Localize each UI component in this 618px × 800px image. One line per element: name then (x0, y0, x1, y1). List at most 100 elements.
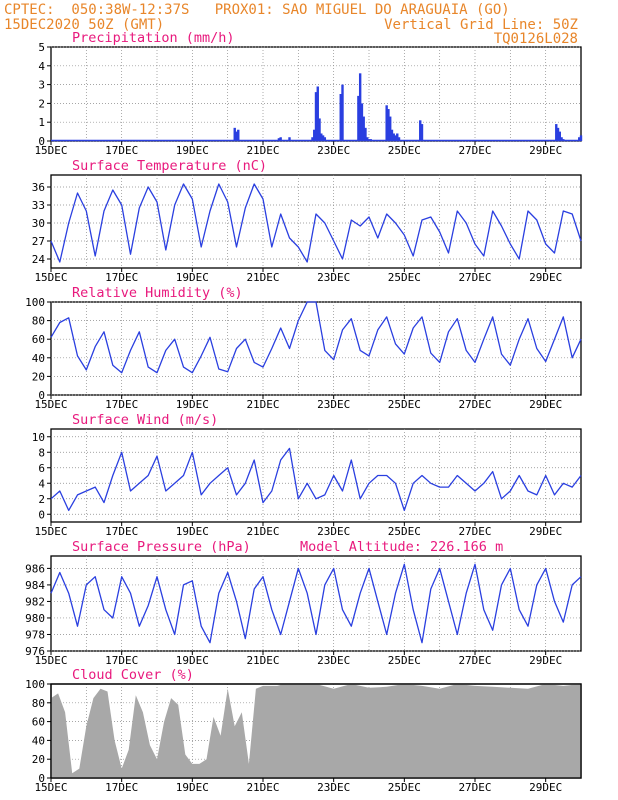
precip-bar (390, 129, 394, 141)
pres-ytick-label: 976 (25, 645, 45, 658)
rh-ytick-label: 0 (38, 389, 45, 402)
cloud-xtick-label: 17DEC (105, 781, 138, 794)
wind-xtick-label: 27DEC (458, 525, 491, 538)
precip-xtick-label: 29DEC (529, 144, 562, 157)
rh-ytick-label: 60 (32, 333, 45, 346)
pres-xtick-label: 15DEC (34, 654, 67, 667)
precip-xtick-label: 21DEC (246, 144, 279, 157)
cloud-xtick-label: 15DEC (34, 781, 67, 794)
wind-xtick-label: 23DEC (317, 525, 350, 538)
precip-ytick-label: 3 (38, 79, 45, 92)
pres-series-line (50, 563, 582, 644)
precip-xtick-label: 25DEC (388, 144, 421, 157)
wind-series-line (50, 447, 582, 512)
pres-annotation: Model Altitude: 226.166 m (300, 539, 503, 555)
precip-bar (558, 131, 561, 141)
header-date: 15DEC2020 50Z (GMT) (4, 17, 165, 33)
precip-bar (364, 127, 367, 141)
pres-ytick-label: 978 (25, 628, 45, 641)
precip-bar (579, 135, 583, 141)
rh-xtick-label: 25DEC (388, 398, 421, 411)
cloud-ytick-label: 20 (32, 753, 45, 766)
header-code: TQ0126L028 (493, 31, 578, 47)
cloud-ytick-label: 40 (32, 734, 45, 747)
precip-bar (555, 124, 558, 141)
temp-xtick-label: 15DEC (34, 271, 67, 284)
rh-ytick-label: 20 (32, 370, 45, 383)
precip-ytick-label: 0 (38, 135, 45, 148)
pres-xtick-label: 17DEC (105, 654, 138, 667)
temp-xtick-label: 21DEC (246, 271, 279, 284)
rh-ytick-label: 80 (32, 315, 45, 328)
precip-bar (578, 137, 581, 141)
cloud-xtick-label: 19DEC (176, 781, 209, 794)
precip-bar (233, 127, 236, 141)
precip-bar (279, 137, 282, 141)
pres-xtick-label: 27DEC (458, 654, 491, 667)
pres-ytick-label: 984 (25, 579, 45, 592)
precip-bar (396, 133, 399, 141)
precip-title: Precipitation (mm/h) (72, 30, 235, 46)
pres-title: Surface Pressure (hPa) (72, 539, 251, 555)
pres-xtick-label: 19DEC (176, 654, 209, 667)
rh-xtick-label: 27DEC (458, 398, 491, 411)
precip-bar (341, 84, 344, 141)
precip-bar (358, 73, 362, 141)
rh-title: Relative Humidity (%) (72, 285, 243, 301)
wind-ytick-label: 8 (38, 446, 45, 459)
rh-xtick-label: 15DEC (34, 398, 67, 411)
precip-bar (419, 120, 422, 141)
precip-bar (397, 137, 401, 141)
precip-bar (237, 129, 240, 141)
precip-xtick-label: 23DEC (317, 144, 350, 157)
precip-xtick-label: 27DEC (458, 144, 491, 157)
wind-xtick-label: 17DEC (105, 525, 138, 538)
precip-bar (314, 92, 318, 141)
precip-bar (560, 137, 563, 141)
pres-ytick-label: 986 (25, 562, 45, 575)
cloud-ytick-label: 100 (25, 678, 45, 691)
cloud-xtick-label: 23DEC (317, 781, 350, 794)
precip-xtick-label: 19DEC (176, 144, 209, 157)
pres-frame (50, 555, 582, 652)
temp-ytick-label: 24 (32, 253, 46, 266)
pres-ytick-label: 982 (25, 595, 45, 608)
temp-xtick-label: 29DEC (529, 271, 562, 284)
precip-xtick-label: 17DEC (105, 144, 138, 157)
precip-ytick-label: 5 (38, 41, 45, 54)
wind-ytick-label: 10 (32, 431, 45, 444)
temp-xtick-label: 27DEC (458, 271, 491, 284)
precip-bar (311, 137, 314, 141)
cloud-ytick-label: 60 (32, 716, 45, 729)
wind-ytick-label: 2 (38, 493, 45, 506)
wind-xtick-label: 19DEC (176, 525, 209, 538)
precip-bar (318, 118, 321, 141)
header-grid: Vertical Grid Line: 50Z (384, 17, 578, 33)
rh-xtick-label: 17DEC (105, 398, 138, 411)
precip-bar (366, 137, 369, 141)
temp-ytick-label: 30 (32, 217, 45, 230)
rh-series-line (50, 301, 582, 374)
wind-xtick-label: 29DEC (529, 525, 562, 538)
pres-xtick-label: 23DEC (317, 654, 350, 667)
precip-bar (320, 133, 323, 141)
temp-xtick-label: 19DEC (176, 271, 209, 284)
precip-bar (277, 138, 281, 141)
precip-bar (323, 137, 327, 141)
cloud-xtick-label: 29DEC (529, 781, 562, 794)
precip-bar (392, 133, 395, 141)
pres-ytick-label: 980 (25, 612, 45, 625)
rh-xtick-label: 21DEC (246, 398, 279, 411)
precip-xtick-label: 15DEC (34, 144, 67, 157)
temp-ytick-label: 36 (32, 181, 45, 194)
precip-bar (339, 94, 342, 141)
wind-ytick-label: 0 (38, 508, 45, 521)
temp-xtick-label: 17DEC (105, 271, 138, 284)
wind-xtick-label: 15DEC (34, 525, 67, 538)
cloud-title: Cloud Cover (%) (72, 667, 194, 683)
temp-ytick-label: 33 (32, 199, 45, 212)
cloud-xtick-label: 27DEC (458, 781, 491, 794)
wind-xtick-label: 25DEC (388, 525, 421, 538)
precip-bar (389, 116, 392, 141)
pres-xtick-label: 21DEC (246, 654, 279, 667)
